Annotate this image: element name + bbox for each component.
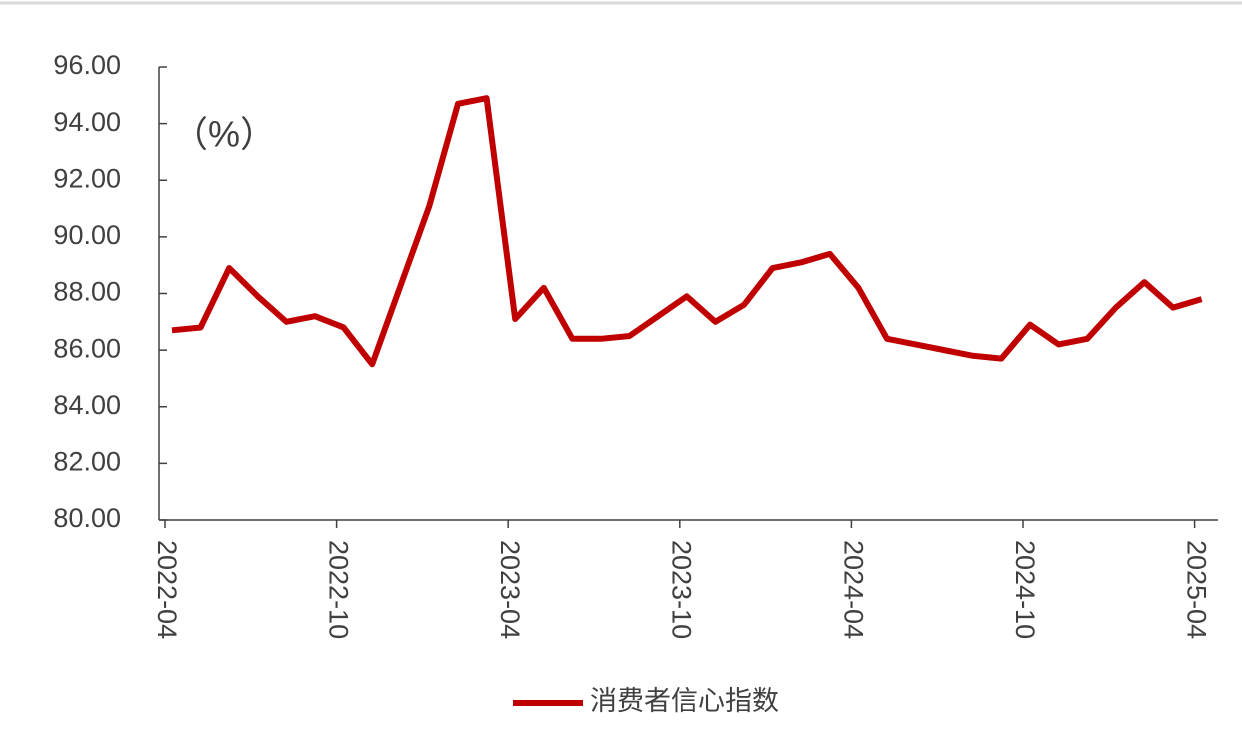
legend-label: 消费者信心指数	[590, 686, 779, 716]
y-tick-label: 86.00	[53, 333, 121, 363]
y-tick-label: 82.00	[53, 447, 121, 477]
y-tick-label: 96.00	[53, 50, 121, 80]
y-tick-label: 84.00	[53, 390, 121, 420]
data-line	[171, 95, 1203, 368]
x-tick-label: 2024-04	[838, 540, 868, 639]
x-tick-label: 2025-04	[1181, 540, 1211, 639]
y-tick-label: 94.00	[53, 107, 121, 137]
x-tick-label: 2024-10	[1010, 540, 1040, 639]
x-tick-label: 2023-10	[667, 540, 697, 639]
x-tick-label: 2022-10	[323, 540, 353, 639]
y-tick-label: 90.00	[53, 220, 121, 250]
y-tick-label: 92.00	[53, 163, 121, 193]
y-tick-label: 80.00	[53, 503, 121, 533]
unit-annotation: （%）	[172, 114, 276, 155]
x-tick-label: 2022-04	[152, 540, 182, 639]
y-tick-label: 88.00	[53, 277, 121, 307]
x-tick-label: 2023-04	[495, 540, 525, 639]
